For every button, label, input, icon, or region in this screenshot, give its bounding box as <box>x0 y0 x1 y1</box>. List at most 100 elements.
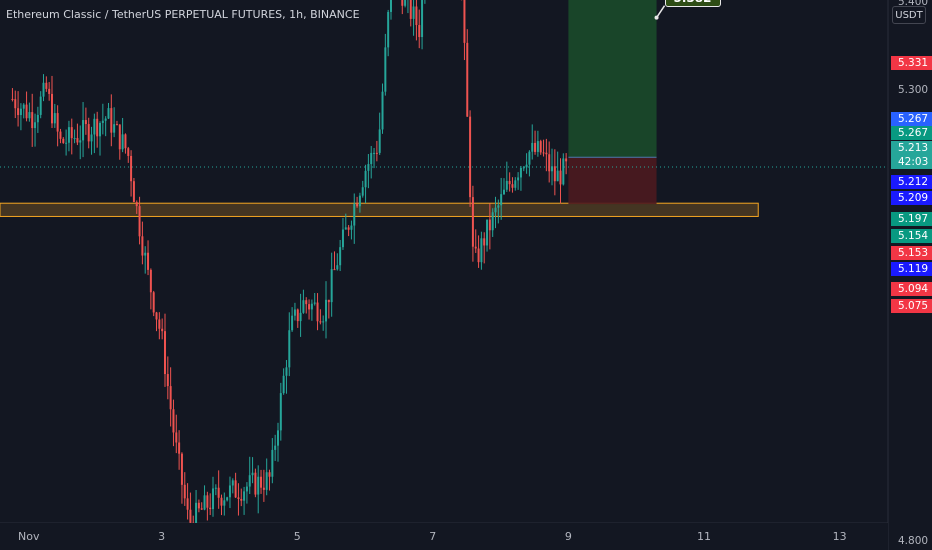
candle-body-43 <box>132 181 135 203</box>
candle-body-19 <box>65 142 68 144</box>
candle-body-176 <box>508 180 511 185</box>
candle-body-7 <box>31 112 34 129</box>
candle-body-62 <box>186 498 189 510</box>
candle-body-185 <box>534 142 537 152</box>
candle-body-0 <box>11 98 14 100</box>
candle-body-184 <box>531 142 534 152</box>
candle-body-170 <box>491 212 494 231</box>
candle-body-121 <box>353 203 356 226</box>
candle-body-88 <box>260 476 263 488</box>
candle-body-20 <box>67 127 70 143</box>
candle-body-187 <box>539 141 542 153</box>
candle-body-163 <box>471 197 474 247</box>
candle-body-45 <box>138 206 141 237</box>
candle-body-181 <box>522 167 525 169</box>
candle-body-31 <box>99 122 102 137</box>
candle-body-113 <box>330 269 333 303</box>
candle-body-173 <box>500 194 503 206</box>
candle-body-25 <box>82 120 85 141</box>
candle-body-99 <box>291 315 294 331</box>
candle-body-78 <box>231 480 234 486</box>
candle-body-100 <box>293 309 296 316</box>
candle-body-196 <box>565 158 568 162</box>
position-stop-area <box>568 157 657 205</box>
candle-body-95 <box>279 393 282 431</box>
price-badge: 5.212 <box>891 174 932 189</box>
candle-body-134 <box>389 0 392 12</box>
price-annotation[interactable]: 5.382 <box>664 0 721 7</box>
candle-body-85 <box>251 472 254 476</box>
candle-body-59 <box>178 442 181 454</box>
x-tick-label: 7 <box>429 530 437 543</box>
candle-body-144 <box>418 25 421 38</box>
candle-body-175 <box>505 180 508 190</box>
candle-body-164 <box>474 246 477 249</box>
candle-body-143 <box>415 6 418 26</box>
candle-body-54 <box>163 331 166 375</box>
candle-body-34 <box>107 108 110 119</box>
candle-body-194 <box>559 170 562 185</box>
candle-body-28 <box>90 134 93 142</box>
currency-button[interactable]: USDT <box>892 6 926 24</box>
candle-body-145 <box>421 0 424 38</box>
candle-body-188 <box>542 152 545 154</box>
candle-body-161 <box>466 42 469 117</box>
candle-body-126 <box>367 164 370 171</box>
candle-body-129 <box>375 152 378 154</box>
x-tick-label: Nov <box>18 530 40 543</box>
candle-body-189 <box>545 152 548 155</box>
candle-body-84 <box>248 475 251 487</box>
candle-body-1 <box>14 99 17 109</box>
candle-body-177 <box>511 184 514 188</box>
price-badge: 5.213 <box>891 140 932 155</box>
candle-body-12 <box>45 82 48 89</box>
candle-body-107 <box>313 302 316 304</box>
candle-body-110 <box>322 321 325 323</box>
candle-body-172 <box>497 205 500 208</box>
candle-body-128 <box>373 152 376 154</box>
candle-body-123 <box>358 195 361 207</box>
candle-body-115 <box>336 265 339 270</box>
candle-body-18 <box>62 138 65 143</box>
candle-body-195 <box>562 158 565 185</box>
candle-body-108 <box>316 302 319 322</box>
candle-body-27 <box>87 124 90 142</box>
candle-body-72 <box>214 487 217 489</box>
candle-body-13 <box>48 88 51 94</box>
candle-body-66 <box>197 502 200 509</box>
candle-body-9 <box>36 114 39 123</box>
candle-body-35 <box>110 108 113 133</box>
candle-body-102 <box>299 312 302 322</box>
price-badge: 5.154 <box>891 228 932 243</box>
price-badge: 5.331 <box>891 55 932 70</box>
candle-body-42 <box>130 155 133 182</box>
candle-body-180 <box>519 167 522 178</box>
candle-body-96 <box>282 375 285 394</box>
candle-body-70 <box>209 507 212 510</box>
candle-body-97 <box>285 367 288 376</box>
candle-body-60 <box>180 453 183 485</box>
candle-body-69 <box>206 495 209 508</box>
candle-body-179 <box>517 177 520 181</box>
candle-body-160 <box>463 0 466 43</box>
candle-body-53 <box>161 328 164 332</box>
candle-body-48 <box>147 252 150 270</box>
candle-body-24 <box>79 140 82 143</box>
candle-body-46 <box>141 236 144 256</box>
candle-body-168 <box>486 219 489 246</box>
candle-body-112 <box>327 299 330 303</box>
chart-title: Ethereum Classic / TetherUS PERPETUAL FU… <box>6 8 360 21</box>
candle-body-63 <box>189 509 192 523</box>
candle-body-5 <box>25 104 28 119</box>
candle-body-98 <box>288 330 291 368</box>
candle-body-130 <box>378 129 381 153</box>
candle-body-109 <box>319 321 322 323</box>
candle-body-77 <box>228 485 231 498</box>
candle-body-52 <box>158 319 161 329</box>
candle-body-21 <box>70 127 73 139</box>
candle-body-14 <box>50 93 53 124</box>
candle-body-111 <box>325 299 328 322</box>
position-target-area <box>568 0 657 158</box>
candle-body-38 <box>118 124 121 150</box>
